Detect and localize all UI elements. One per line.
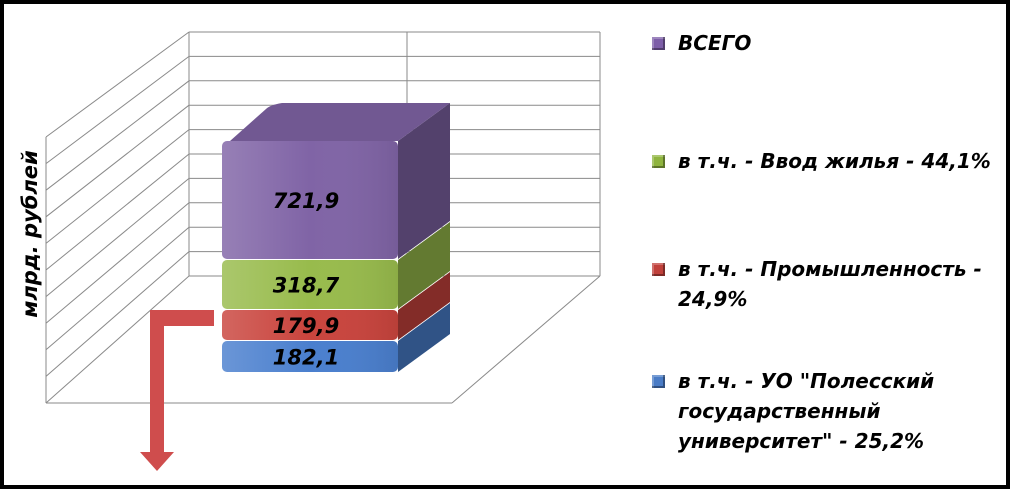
bar-segment-total-sheen	[222, 141, 398, 259]
chart-panel: 182,1 179,9 318,7 721,9 млрд. рублей ВСЕГО …	[4, 4, 1006, 485]
side-wall-gridline	[45, 104, 190, 218]
side-wall-gridline	[45, 153, 190, 271]
legend-marker-university	[652, 375, 665, 388]
side-wall-gridline	[45, 55, 190, 165]
legend-marker-housing	[652, 155, 665, 168]
legend-marker-industry	[652, 263, 665, 276]
legend-label-total: ВСЕГО	[678, 31, 752, 55]
side-wall-gridline	[45, 178, 190, 297]
bar-segment-university-sheen	[222, 341, 398, 372]
bar-segment-university	[222, 303, 450, 372]
side-wall-gridline	[45, 226, 190, 351]
y-axis-label-text: млрд. рублей	[18, 150, 42, 318]
legend-label-industry: в т.ч. - Промышленность - 24,9%	[678, 257, 982, 311]
data-label-housing: 318,7	[273, 274, 340, 298]
annotation-arrow	[140, 310, 214, 471]
legend-label-university: в т.ч. - УО "Полесский государственный у…	[678, 369, 935, 453]
bar-segment-housing-sheen	[222, 260, 398, 309]
data-label-industry: 179,9	[273, 314, 339, 338]
bar-segment-university-side	[398, 303, 450, 372]
bar-segment-industry-sheen	[222, 310, 398, 340]
bar-segment-industry	[222, 272, 450, 340]
data-label-university: 182,1	[273, 346, 339, 370]
legend-label-housing: в т.ч. - Ввод жилья - 44,1%	[678, 149, 991, 173]
bar-segment-industry-side	[398, 272, 450, 340]
down-arrow-icon	[140, 310, 214, 471]
side-wall-gridline	[45, 129, 190, 244]
floor-right-edge	[451, 275, 601, 404]
side-wall-gridline	[45, 275, 190, 404]
side-wall-gridline	[45, 251, 190, 377]
bar-segment-total-side	[398, 103, 450, 259]
side-wall-gridline	[45, 80, 190, 191]
bar-segment-housing-side	[398, 222, 450, 309]
side-wall-gridline	[45, 31, 190, 138]
data-label-total: 721,9	[273, 189, 339, 213]
chart-bars	[222, 103, 450, 372]
bar-segment-total	[222, 103, 450, 259]
bar-segment-housing	[222, 222, 450, 309]
y-axis-label: млрд. рублей	[10, 134, 50, 334]
chart-value-labels: 182,1 179,9 318,7 721,9	[273, 189, 340, 370]
side-wall-gridline	[45, 202, 190, 324]
stacked-3d-bar-chart: 182,1 179,9 318,7 721,9	[45, 31, 601, 471]
bar-segment-total-top	[230, 103, 450, 141]
legend-marker-total	[652, 37, 665, 50]
